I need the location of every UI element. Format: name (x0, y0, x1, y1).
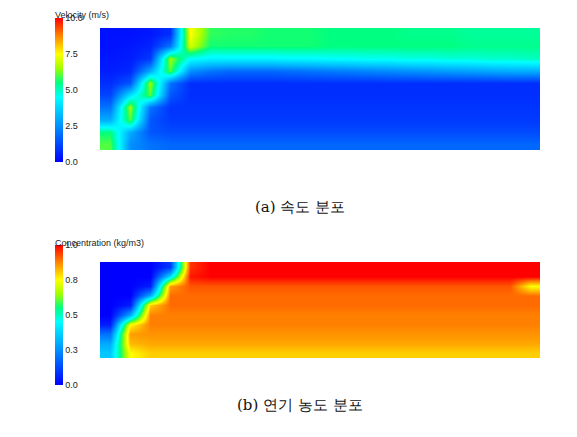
svg-text:Concentration (kg/m3): Concentration (kg/m3) (55, 238, 144, 248)
svg-text:5.0: 5.0 (65, 85, 78, 95)
svg-text:0.8: 0.8 (65, 275, 78, 285)
svg-text:(a) 속도 분포: (a) 속도 분포 (255, 198, 345, 216)
svg-text:Velocity (m/s): Velocity (m/s) (55, 10, 109, 20)
svg-text:7.5: 7.5 (65, 49, 78, 59)
svg-text:0.0: 0.0 (65, 157, 78, 167)
svg-text:0.3: 0.3 (65, 345, 78, 355)
svg-text:2.5: 2.5 (65, 121, 78, 131)
svg-text:0.0: 0.0 (65, 380, 78, 390)
svg-text:1.0: 1.0 (65, 240, 78, 250)
svg-text:(b) 연기 농도 분포: (b) 연기 농도 분포 (237, 396, 363, 414)
svg-text:10.0: 10.0 (65, 13, 83, 23)
svg-text:0.5: 0.5 (65, 310, 78, 320)
